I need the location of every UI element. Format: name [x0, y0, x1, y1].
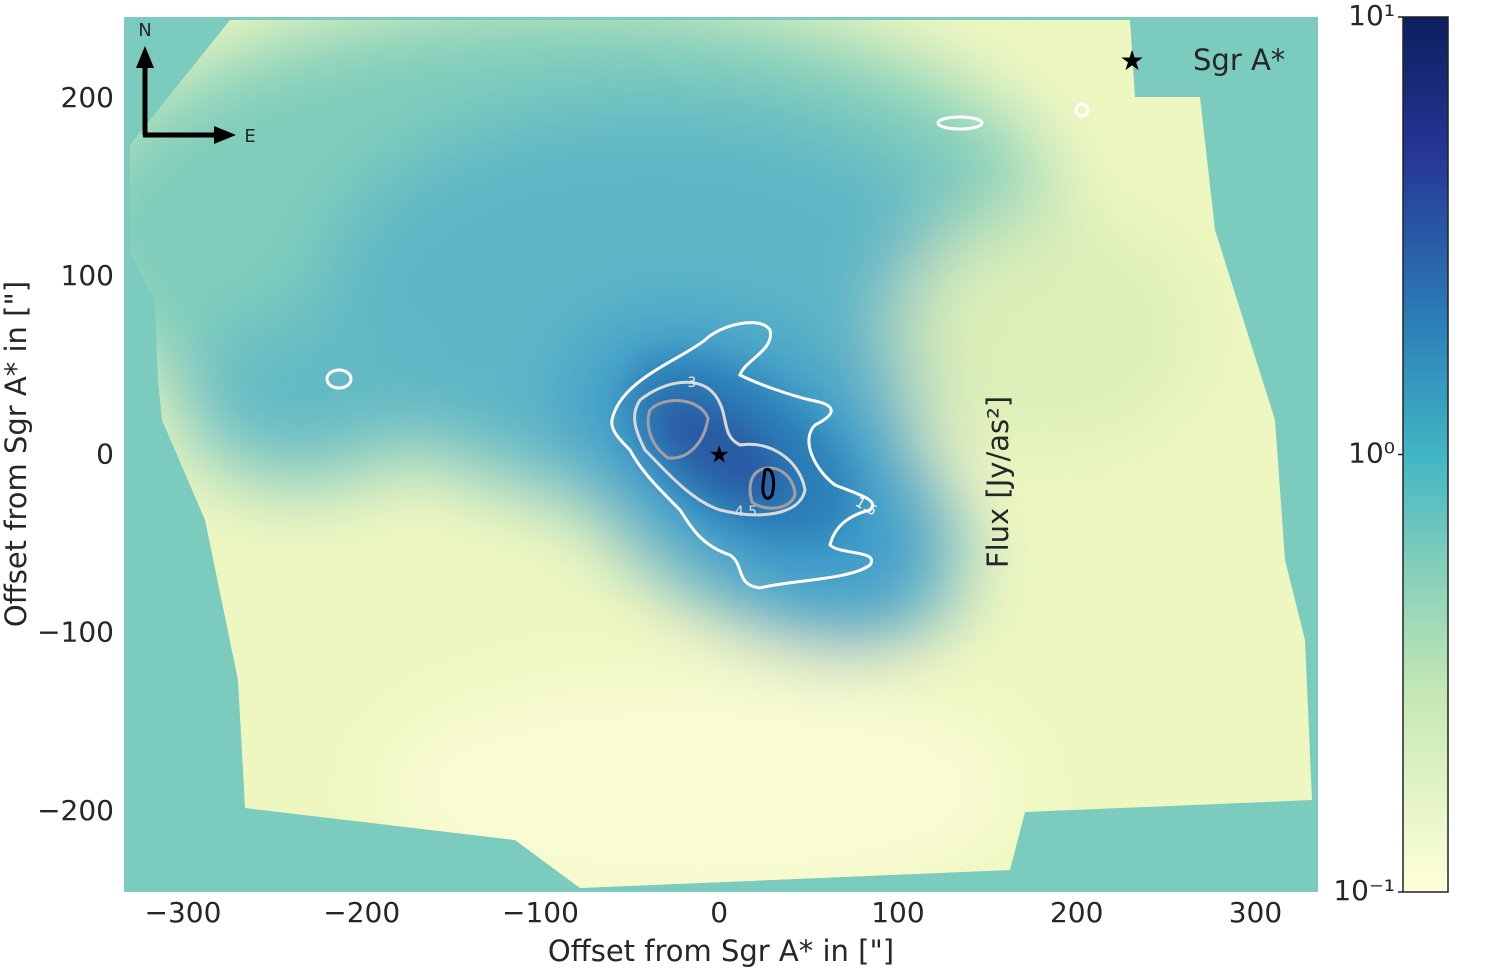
y-tick-label: 0: [96, 437, 114, 470]
contour-label: 4.5: [735, 504, 757, 520]
colorbar: [1402, 16, 1449, 893]
y-tick-label: 100: [61, 259, 114, 292]
contour: [633, 380, 807, 517]
colorbar-tick-label: 10¹: [1348, 0, 1395, 32]
x-tick-label: 0: [710, 896, 728, 929]
y-tick-label: 200: [61, 81, 114, 114]
colorbar-tick-label: 10⁻¹: [1333, 874, 1395, 907]
contour: [761, 467, 776, 500]
contour-label: 3: [688, 375, 697, 391]
x-axis-label: Offset from Sgr A* in ["]: [548, 934, 894, 968]
contour: [936, 115, 984, 131]
y-tick-label: −200: [37, 794, 114, 827]
x-tick-label: −100: [502, 896, 579, 929]
x-tick-label: 300: [1229, 896, 1282, 929]
contour: [610, 321, 874, 590]
x-tick-label: 100: [871, 896, 924, 929]
legend-marker: ★: [1119, 44, 1144, 77]
compass-label: E: [244, 126, 255, 147]
sgr-a-star-marker: ★: [708, 440, 730, 468]
contour: [646, 399, 797, 510]
y-tick-label: −100: [37, 616, 114, 649]
x-tick-label: −300: [145, 896, 222, 929]
x-tick-label: 200: [1050, 896, 1103, 929]
compass-label: N: [138, 20, 151, 41]
legend-label: Sgr A*: [1193, 43, 1285, 77]
contour: [325, 368, 353, 390]
map: 3 4.5 1.5: [124, 17, 1318, 892]
x-tick-label: −200: [323, 896, 400, 929]
contour: [1074, 102, 1090, 118]
legend: ★ Sgr A*: [1119, 43, 1285, 77]
compass: N E: [136, 20, 256, 147]
y-axis-label: Offset from Sgr A* in ["]: [0, 281, 33, 627]
colorbar-tick-label: 10⁰: [1348, 437, 1395, 470]
colorbar-label: Flux [Jy/as²]: [981, 396, 1015, 568]
